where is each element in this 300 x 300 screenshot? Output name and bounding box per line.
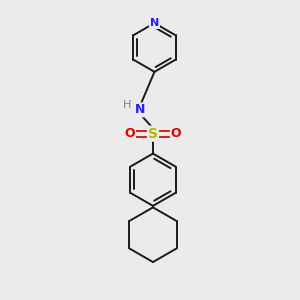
Text: H: H (123, 100, 131, 110)
Text: O: O (124, 127, 135, 140)
Text: N: N (134, 103, 145, 116)
Text: O: O (171, 127, 182, 140)
Text: S: S (148, 127, 158, 141)
Text: N: N (150, 18, 159, 28)
